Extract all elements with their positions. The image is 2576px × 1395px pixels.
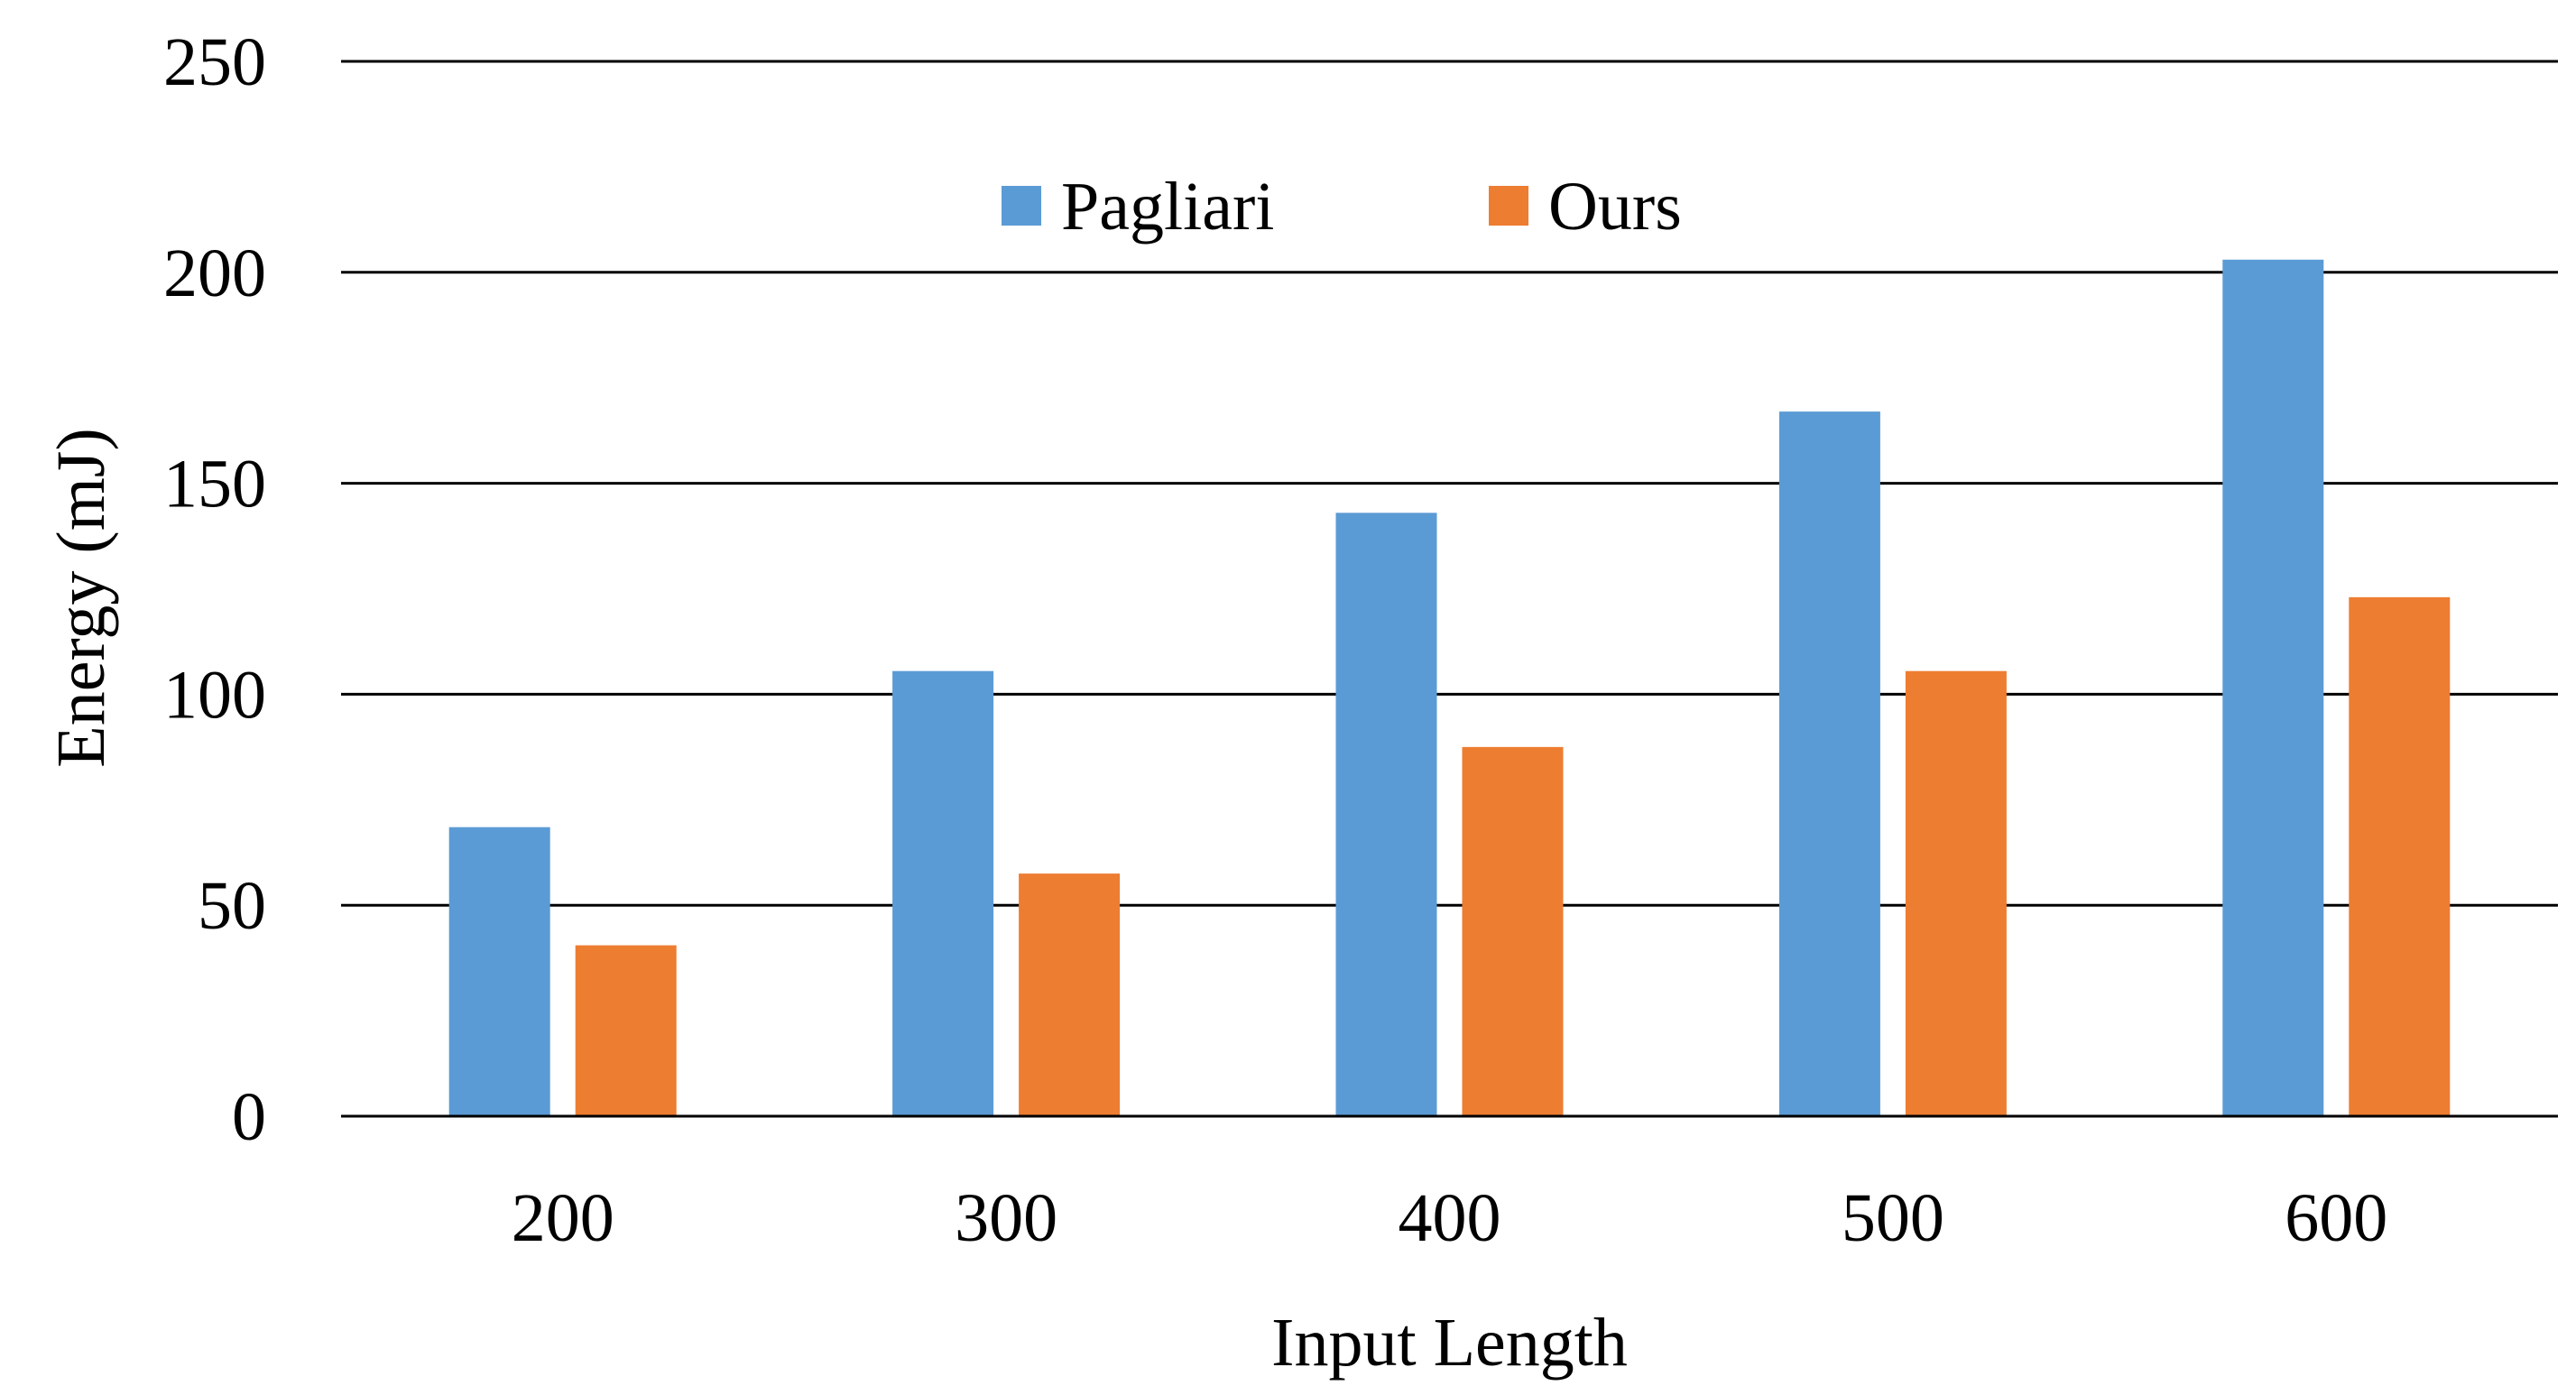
bar-pagliari-300	[892, 670, 994, 1116]
y-axis-title: Energy (mJ)	[43, 428, 119, 767]
bar-pagliari-200	[448, 827, 550, 1116]
bar-ours-500	[1905, 670, 2007, 1116]
x-axis-ticks: 200 300 400 500 600	[512, 1180, 2388, 1256]
bar-pagliari-600	[2222, 259, 2324, 1117]
x-tick-label-400: 400	[1399, 1180, 1501, 1256]
y-axis-ticks: 0 50 100 150 200 250	[163, 24, 266, 1155]
legend-label-ours: Ours	[1548, 169, 1682, 245]
legend-swatch-ours	[1489, 186, 1528, 226]
y-tick-label-100: 100	[163, 657, 266, 733]
legend-swatch-pagliari	[1002, 186, 1041, 226]
y-tick-label-150: 150	[163, 447, 266, 522]
x-tick-label-600: 600	[2285, 1180, 2387, 1256]
x-axis-title: Input Length	[1271, 1305, 1628, 1381]
legend-label-pagliari: Pagliari	[1061, 169, 1274, 245]
x-tick-label-200: 200	[512, 1180, 614, 1256]
y-tick-label-250: 250	[163, 24, 266, 100]
bar-ours-200	[575, 945, 677, 1116]
y-tick-label-0: 0	[232, 1079, 266, 1155]
x-tick-label-500: 500	[1842, 1180, 1944, 1256]
x-tick-label-300: 300	[955, 1180, 1057, 1256]
y-tick-label-50: 50	[198, 868, 266, 944]
bar-ours-600	[2349, 596, 2451, 1116]
bars	[341, 259, 2558, 1118]
bar-pagliari-500	[1778, 411, 1880, 1116]
y-tick-label-200: 200	[163, 236, 266, 311]
legend: Pagliari Ours	[1002, 169, 1682, 245]
bar-ours-400	[1462, 746, 1564, 1116]
bar-pagliari-400	[1335, 513, 1437, 1116]
bar-ours-300	[1019, 873, 1121, 1116]
